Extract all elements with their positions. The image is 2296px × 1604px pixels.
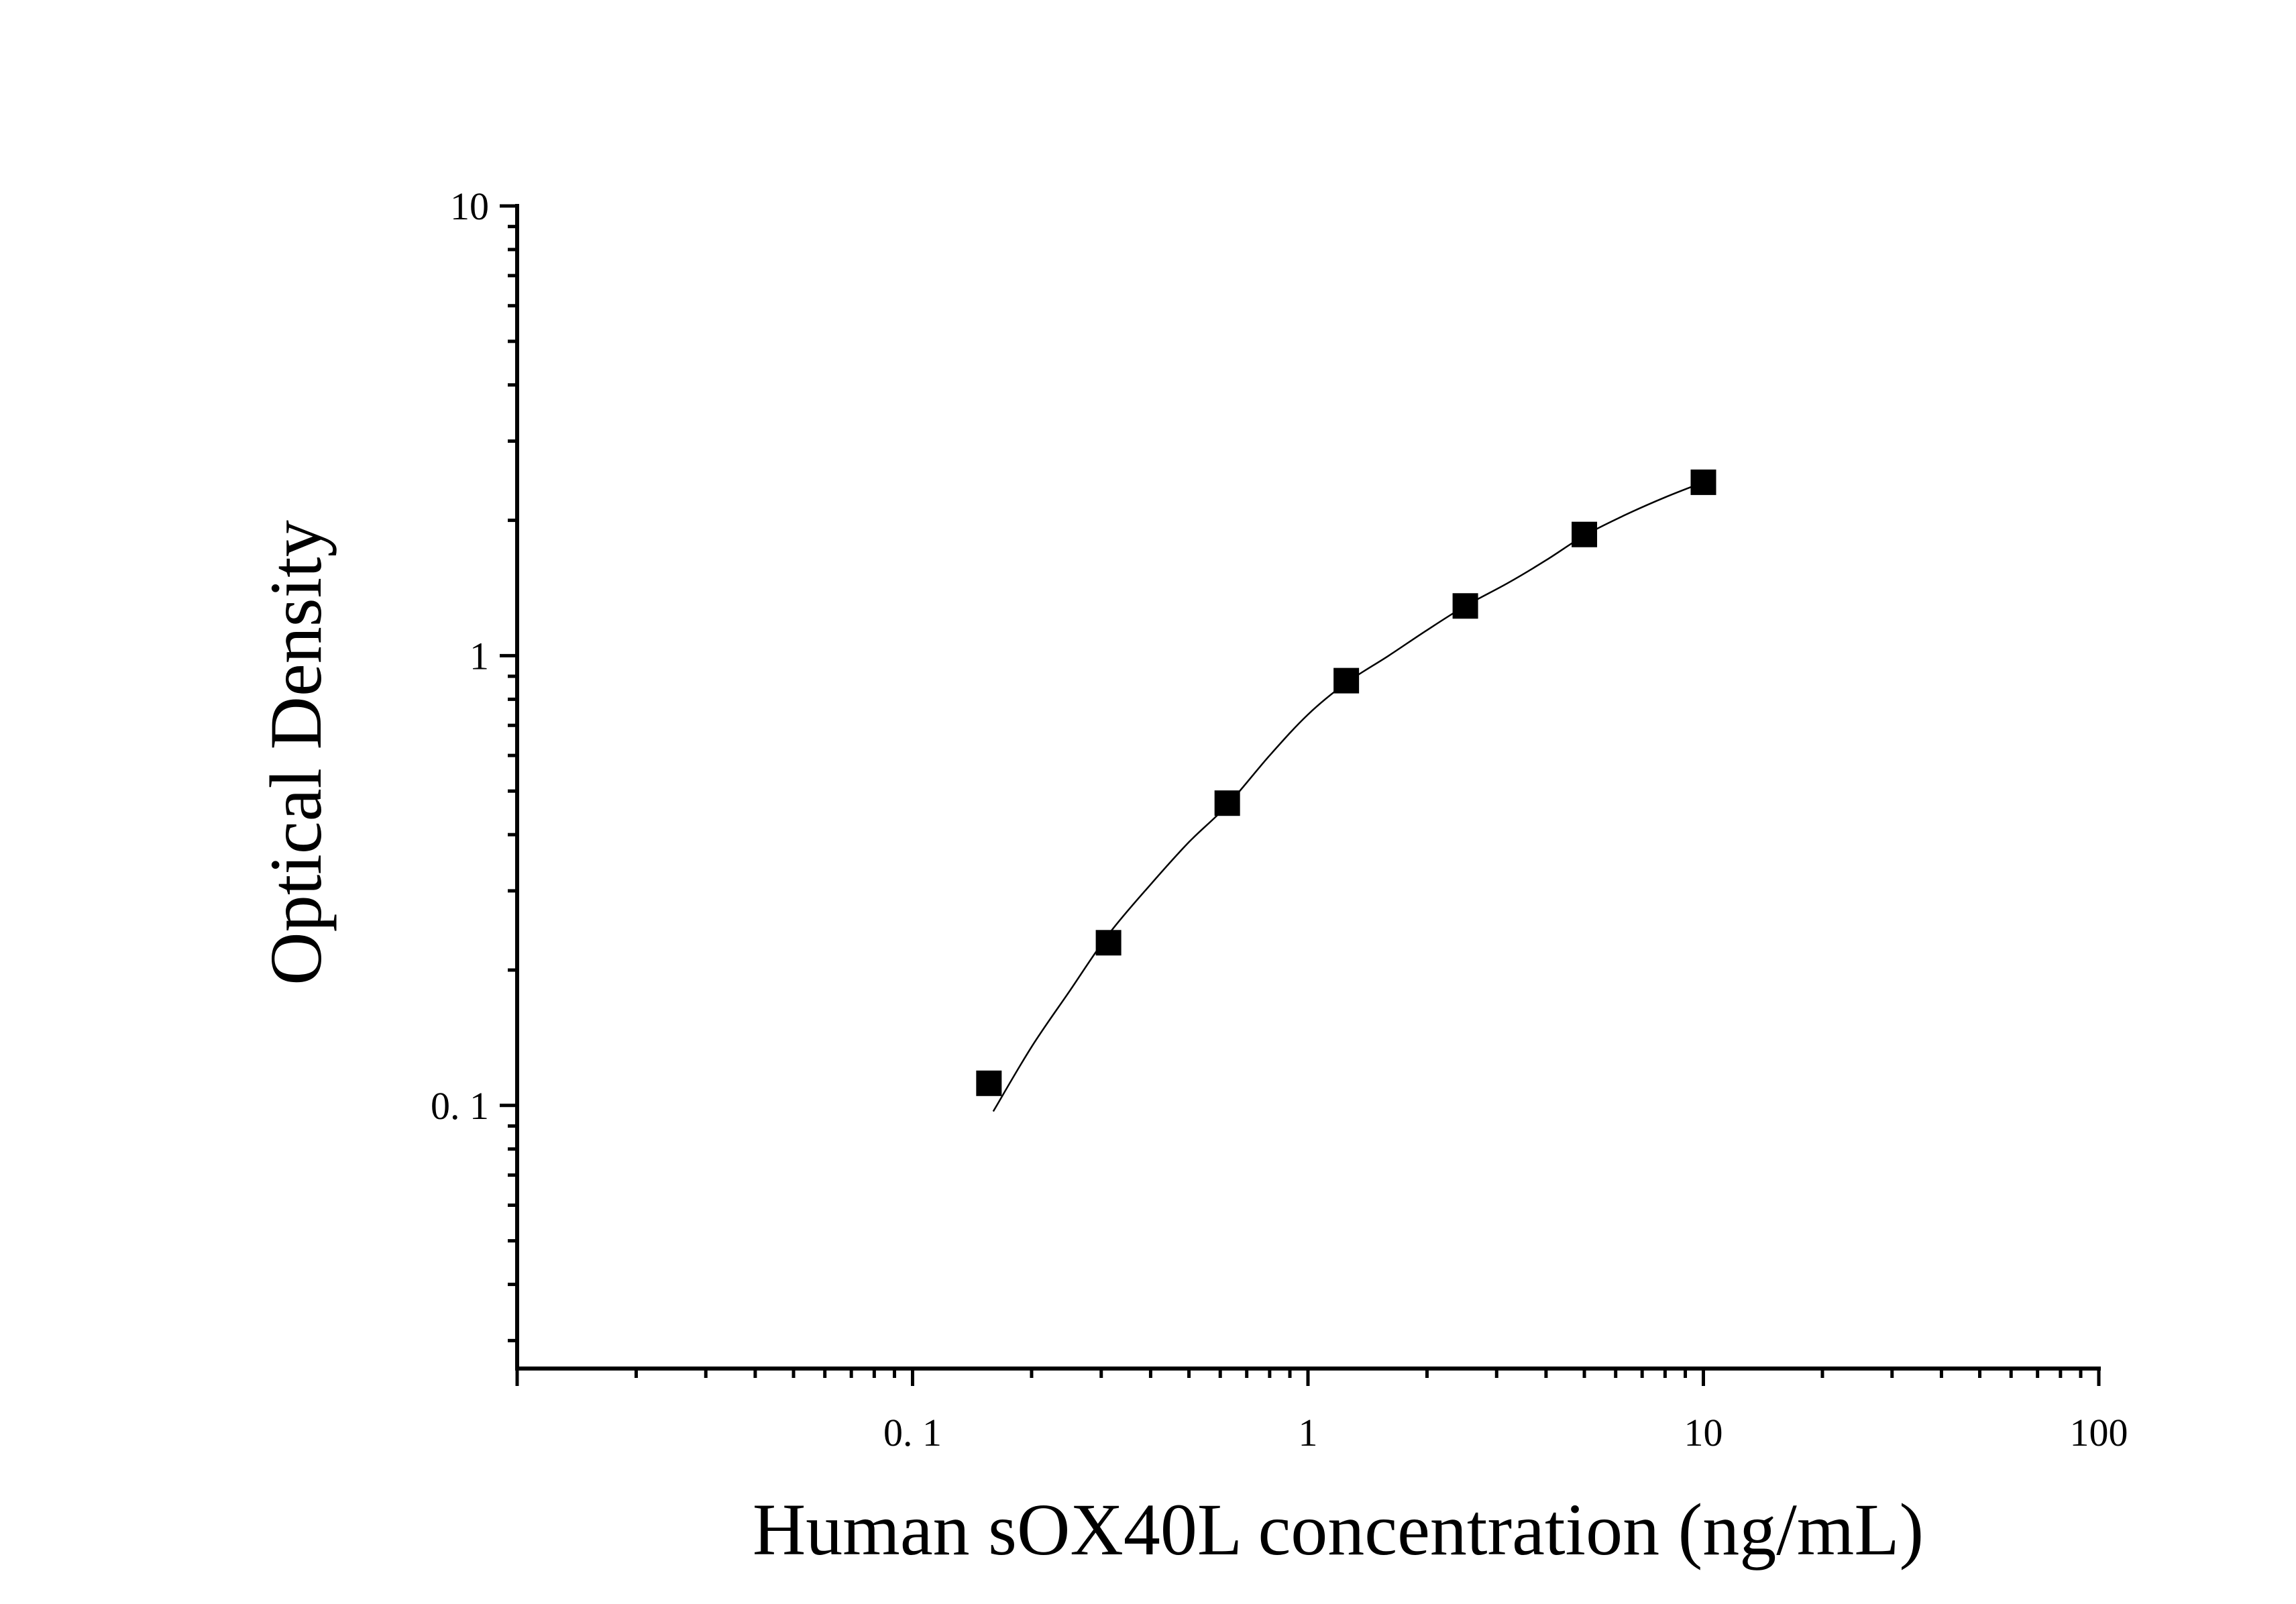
fit-curve-layer bbox=[992, 481, 1704, 1112]
y-tick-label: 0. 1 bbox=[431, 1084, 489, 1128]
y-tick-label: 10 bbox=[450, 184, 489, 228]
data-point bbox=[976, 1070, 1002, 1096]
x-tick-label: 10 bbox=[1684, 1411, 1723, 1454]
x-tick-label: 1 bbox=[1299, 1411, 1318, 1454]
data-point bbox=[1095, 930, 1122, 956]
x-tick-label: 100 bbox=[2070, 1411, 2128, 1454]
y-tick-label: 1 bbox=[470, 634, 489, 678]
data-points bbox=[976, 469, 1716, 1096]
x-axis-title: Human sOX40L concentration (ng/mL) bbox=[753, 1489, 1924, 1570]
data-point bbox=[1690, 469, 1716, 495]
data-point bbox=[1572, 521, 1598, 547]
data-point bbox=[1452, 593, 1478, 619]
x-axis-ticks: 0. 1 1 10 100 bbox=[515, 1369, 2128, 1454]
axes bbox=[515, 204, 2101, 1371]
data-point bbox=[1214, 790, 1240, 816]
y-axis-title: Optical Density bbox=[255, 520, 337, 985]
y-axis-ticks: 0. 1 1 10 bbox=[431, 184, 517, 1342]
x-tick-label: 0. 1 bbox=[883, 1411, 942, 1454]
data-point bbox=[1333, 667, 1360, 694]
fit-curve bbox=[992, 481, 1704, 1112]
